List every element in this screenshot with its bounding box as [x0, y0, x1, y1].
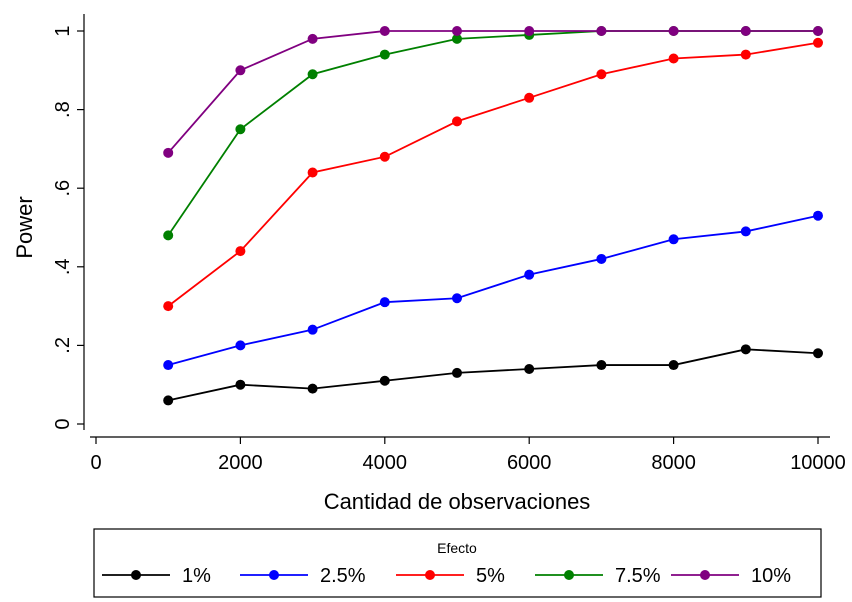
- series-2.5%: [163, 210, 823, 371]
- data-point: [452, 33, 462, 44]
- data-point: [740, 226, 751, 237]
- x-tick-label: 6000: [507, 452, 552, 474]
- data-point: [379, 375, 390, 386]
- series-line: [167, 214, 819, 366]
- y-tick-label: .6: [52, 180, 74, 197]
- data-point: [452, 293, 462, 304]
- data-point: [524, 92, 535, 103]
- legend-swatch-marker: [131, 570, 141, 580]
- data-point: [235, 340, 246, 351]
- data-point: [452, 26, 462, 36]
- data-point: [524, 26, 535, 36]
- legend-item: 1%: [102, 565, 211, 587]
- x-tick-label: 10000: [790, 452, 846, 474]
- data-point: [163, 147, 174, 158]
- y-tick-label: 0: [52, 418, 74, 429]
- data-point: [307, 383, 318, 394]
- series-5%: [163, 37, 823, 312]
- x-axis-label: Cantidad de observaciones: [324, 489, 591, 514]
- data-point: [813, 210, 823, 221]
- data-point: [163, 230, 174, 241]
- data-point: [668, 360, 679, 371]
- data-point: [379, 49, 390, 60]
- data-point: [163, 395, 174, 406]
- y-ticks: 0 .2 .4 .6 .8 1: [52, 25, 84, 430]
- legend-swatch-marker: [700, 570, 710, 580]
- data-point: [452, 116, 462, 127]
- data-point: [668, 234, 679, 245]
- data-point: [596, 360, 607, 371]
- x-tick-label: 0: [90, 452, 101, 474]
- x-tick-label: 4000: [363, 452, 408, 474]
- legend-item: 10%: [671, 565, 791, 587]
- y-tick-label: 1: [52, 25, 74, 36]
- legend: Efecto 1% 2.5% 5% 7.5% 10%: [93, 528, 822, 598]
- axes: 0 2000 4000 6000 8000 10000 0 .2 .4 .6 .8 1 Cantid…: [12, 14, 846, 514]
- series-line: [167, 41, 819, 307]
- legend-items: 1% 2.5% 5% 7.5% 10%: [102, 565, 791, 587]
- y-tick-label: .8: [52, 101, 74, 118]
- data-point: [740, 26, 751, 36]
- data-point: [596, 253, 607, 264]
- data-point: [596, 26, 607, 36]
- y-tick-label: .2: [52, 337, 74, 354]
- data-point: [813, 26, 823, 36]
- legend-label: 2.5%: [320, 565, 366, 587]
- y-tick-label: .4: [52, 258, 74, 275]
- data-point: [379, 297, 390, 308]
- series-line: [167, 30, 818, 154]
- data-point: [235, 379, 246, 390]
- legend-item: 2.5%: [240, 565, 366, 587]
- data-point: [379, 26, 390, 36]
- legend-label: 1%: [182, 565, 211, 587]
- legend-title: Efecto: [437, 540, 477, 556]
- x-ticks: 0 2000 4000 6000 8000 10000: [90, 437, 846, 474]
- legend-swatch-marker: [564, 570, 574, 580]
- series-line: [168, 348, 819, 402]
- data-point: [524, 363, 535, 374]
- data-point: [307, 33, 318, 44]
- data-point: [813, 348, 823, 359]
- legend-item: 7.5%: [535, 565, 661, 587]
- x-tick-label: 2000: [218, 452, 263, 474]
- data-point: [235, 246, 246, 257]
- legend-swatch-marker: [425, 570, 435, 580]
- data-point: [452, 367, 462, 378]
- legend-box: [93, 528, 822, 598]
- x-tick-label: 8000: [651, 452, 696, 474]
- data-point: [163, 301, 174, 312]
- data-point: [813, 37, 823, 48]
- legend-swatch-marker: [269, 570, 279, 580]
- legend-label: 7.5%: [615, 565, 661, 587]
- data-point: [307, 69, 318, 80]
- plot-area: [163, 26, 823, 406]
- data-point: [379, 151, 390, 162]
- data-point: [740, 344, 751, 355]
- data-point: [524, 269, 535, 280]
- data-point: [235, 65, 246, 76]
- data-point: [163, 360, 174, 371]
- data-point: [740, 49, 751, 60]
- data-point: [668, 26, 679, 36]
- series-10%: [163, 26, 823, 158]
- y-axis-label: Power: [12, 196, 37, 258]
- data-point: [668, 53, 679, 64]
- series-1%: [163, 344, 823, 406]
- legend-label: 10%: [751, 565, 791, 587]
- data-point: [307, 324, 318, 335]
- legend-item: 5%: [396, 565, 505, 587]
- data-point: [596, 69, 607, 80]
- legend-label: 5%: [476, 565, 505, 587]
- data-point: [235, 124, 246, 135]
- data-point: [307, 167, 318, 178]
